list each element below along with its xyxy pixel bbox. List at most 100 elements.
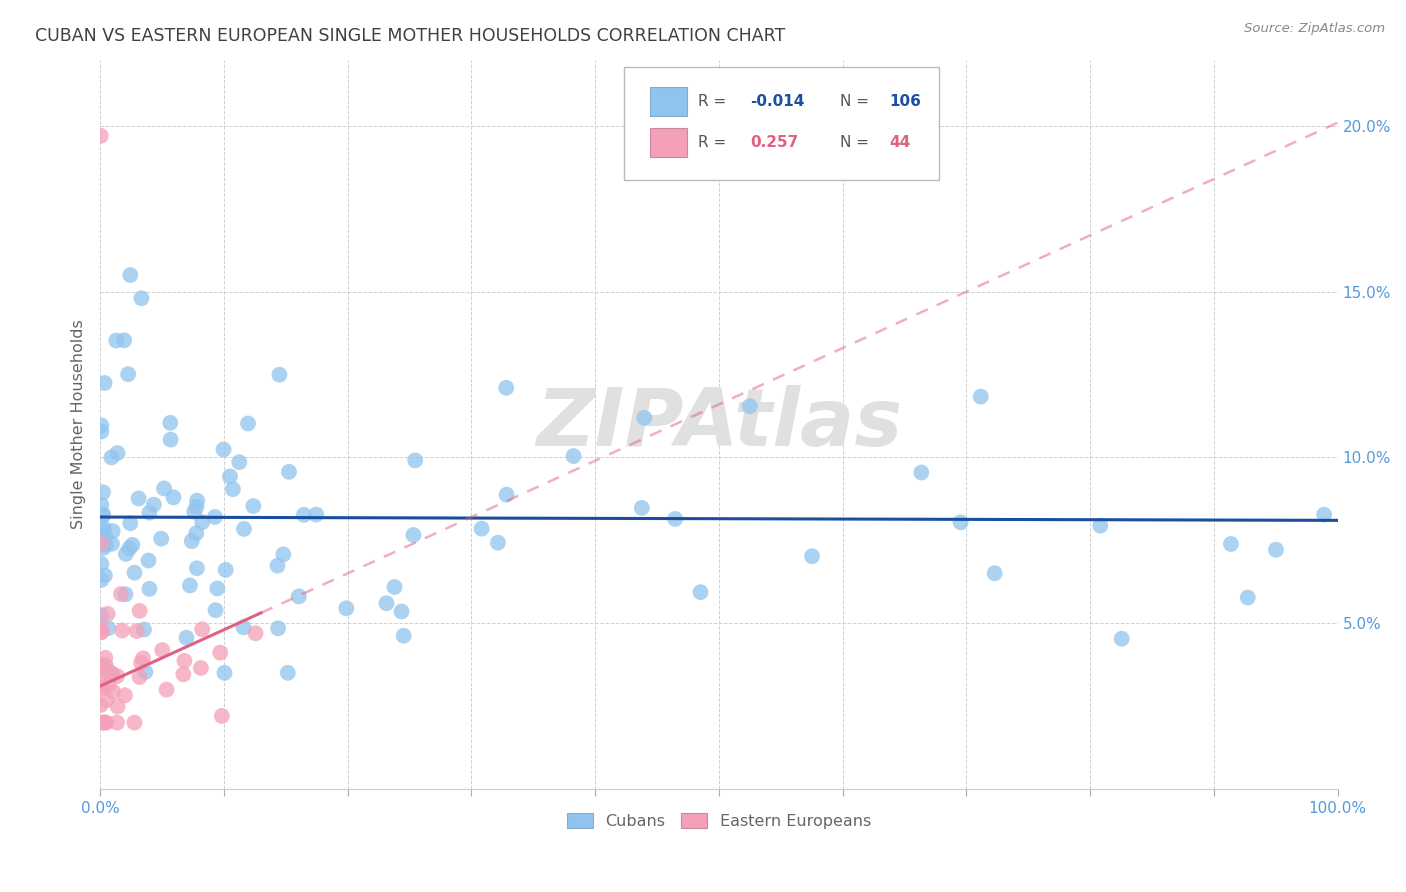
Point bbox=[101, 685, 124, 699]
Point bbox=[305, 508, 328, 522]
Point bbox=[90, 625, 112, 640]
Point bbox=[183, 505, 205, 519]
Point bbox=[162, 491, 184, 505]
Point bbox=[90, 536, 112, 550]
Y-axis label: Single Mother Households: Single Mother Households bbox=[72, 319, 86, 529]
Point bbox=[105, 669, 128, 683]
Point bbox=[159, 433, 181, 447]
Point bbox=[173, 654, 195, 668]
Point bbox=[128, 670, 150, 684]
FancyBboxPatch shape bbox=[650, 87, 686, 117]
Point bbox=[970, 390, 993, 404]
Point bbox=[90, 573, 112, 587]
Point bbox=[105, 334, 128, 348]
Point bbox=[90, 662, 112, 676]
Point bbox=[94, 650, 117, 665]
Point bbox=[90, 608, 112, 623]
Point bbox=[101, 524, 124, 538]
Point bbox=[111, 624, 134, 638]
Point bbox=[1236, 591, 1258, 605]
Point bbox=[186, 500, 208, 514]
Point bbox=[664, 512, 686, 526]
Point bbox=[219, 469, 242, 483]
Point bbox=[94, 568, 117, 582]
Point bbox=[128, 604, 150, 618]
Point bbox=[100, 450, 122, 465]
Point bbox=[288, 590, 311, 604]
Point bbox=[90, 620, 112, 634]
Point bbox=[107, 699, 129, 714]
Point bbox=[138, 582, 160, 596]
Point bbox=[391, 604, 413, 618]
Point bbox=[96, 693, 118, 707]
Point bbox=[1313, 508, 1336, 522]
Point bbox=[131, 291, 153, 305]
Point bbox=[128, 491, 150, 506]
Point bbox=[204, 603, 226, 617]
Point bbox=[209, 646, 232, 660]
Point bbox=[129, 656, 152, 670]
Point bbox=[273, 548, 295, 562]
Point bbox=[110, 587, 132, 601]
Point bbox=[90, 678, 112, 692]
Point bbox=[495, 488, 517, 502]
Point bbox=[179, 578, 201, 592]
Point bbox=[90, 530, 112, 544]
Text: 106: 106 bbox=[890, 95, 921, 110]
Point bbox=[93, 376, 115, 390]
Point bbox=[91, 508, 114, 522]
Point bbox=[245, 626, 267, 640]
Point bbox=[117, 367, 139, 381]
Point bbox=[1090, 518, 1112, 533]
Text: ZIPAtlas: ZIPAtlas bbox=[536, 385, 903, 463]
Text: N =: N = bbox=[841, 136, 875, 150]
Point bbox=[94, 538, 117, 552]
Point bbox=[150, 643, 173, 657]
Point bbox=[118, 541, 141, 556]
Point bbox=[90, 498, 112, 512]
Point bbox=[176, 631, 198, 645]
Point bbox=[125, 624, 148, 638]
Point bbox=[100, 665, 122, 680]
Point bbox=[114, 587, 136, 601]
Point bbox=[91, 624, 114, 639]
Point bbox=[186, 526, 208, 541]
Point bbox=[97, 607, 120, 621]
Point bbox=[153, 482, 176, 496]
Point bbox=[97, 621, 120, 635]
Point bbox=[93, 715, 115, 730]
Point bbox=[562, 449, 585, 463]
Point bbox=[222, 482, 245, 496]
Text: 44: 44 bbox=[890, 136, 911, 150]
Point bbox=[90, 698, 112, 712]
Point bbox=[155, 682, 177, 697]
Point bbox=[1265, 542, 1288, 557]
Point bbox=[93, 659, 115, 673]
Point bbox=[150, 532, 173, 546]
Point bbox=[215, 563, 238, 577]
Point bbox=[91, 529, 114, 543]
Point bbox=[91, 541, 114, 555]
Point bbox=[107, 446, 129, 460]
Point bbox=[93, 521, 115, 535]
Point bbox=[204, 510, 226, 524]
Point bbox=[90, 657, 112, 672]
Point bbox=[121, 538, 143, 552]
Point bbox=[90, 425, 112, 439]
Point bbox=[211, 709, 233, 723]
Point bbox=[114, 689, 136, 703]
Point bbox=[384, 580, 406, 594]
Point bbox=[132, 623, 155, 637]
Point bbox=[212, 442, 235, 457]
Point bbox=[228, 455, 250, 469]
Point bbox=[207, 582, 229, 596]
Point bbox=[138, 553, 160, 567]
Point bbox=[633, 410, 655, 425]
Point bbox=[96, 715, 118, 730]
Point bbox=[91, 508, 114, 523]
Point bbox=[404, 453, 426, 467]
Point bbox=[124, 566, 146, 580]
Point bbox=[132, 651, 155, 665]
Point bbox=[738, 399, 761, 413]
Point bbox=[190, 661, 212, 675]
